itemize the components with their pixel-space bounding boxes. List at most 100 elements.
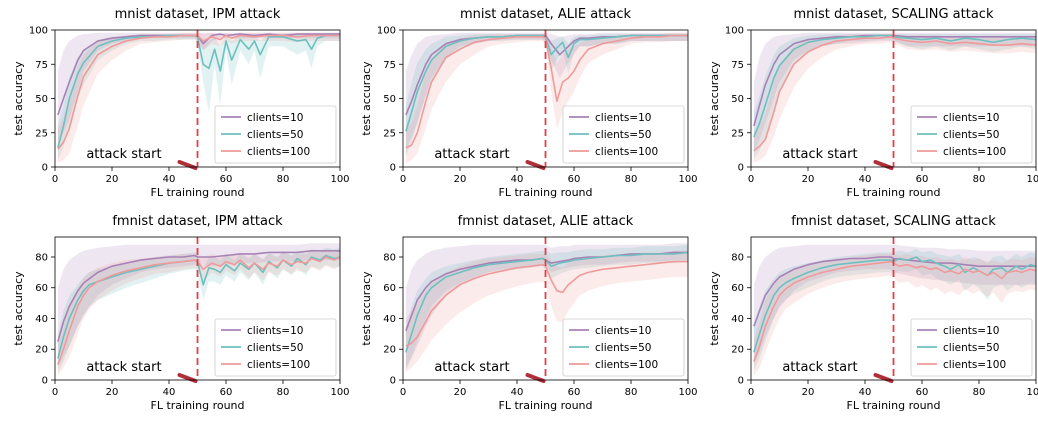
legend-entry-2: clients=50 <box>595 129 651 141</box>
y-axis-label: test accuracy <box>708 61 721 136</box>
series-band-1 <box>405 243 688 368</box>
chart-title: mnist dataset, SCALING attack <box>794 7 994 22</box>
series-band-2 <box>405 244 688 371</box>
y-tick-label: 20 <box>731 345 744 356</box>
x-tick-label: 80 <box>973 174 986 185</box>
plot-frame <box>54 236 341 381</box>
series-line-2 <box>57 34 340 148</box>
chart-panel-5: fmnist dataset, ALIE attack attack start 0… <box>360 214 698 412</box>
chart-panel-2: mnist dataset, ALIE attack attack start 0 2… <box>360 7 698 199</box>
chart-title: mnist dataset, ALIE attack <box>460 7 632 22</box>
x-tick-label: 100 <box>330 387 349 398</box>
x-tick-label: 20 <box>454 174 467 185</box>
series-line-2 <box>405 34 688 132</box>
chart-title: fmnist dataset, IPM attack <box>112 214 283 229</box>
chart-legend: clients=10 clients=50 clients=100 <box>214 105 337 164</box>
chart-panel-6: fmnist dataset, SCALING attack attack sta… <box>708 214 1038 412</box>
y-axis-label: test accuracy <box>12 271 25 346</box>
attack-start-label: attack start <box>434 360 509 375</box>
legend-entry-1: clients=10 <box>943 325 999 337</box>
series-band-1 <box>57 243 340 368</box>
y-tick-label: 80 <box>731 252 744 263</box>
legend-entry-3: clients=100 <box>247 146 310 158</box>
y-tick-label: 40 <box>383 314 396 325</box>
x-axis-label: FL training round <box>151 399 245 412</box>
x-tick-label: 0 <box>400 174 406 185</box>
attack-start-label: attack start <box>434 147 509 162</box>
y-tick-label: 20 <box>35 345 48 356</box>
chart-legend: clients=10 clients=50 clients=100 <box>562 105 685 164</box>
y-tick-label: 0 <box>42 163 48 174</box>
y-tick-label: 0 <box>738 376 744 387</box>
legend-box <box>562 105 685 164</box>
x-tick-label: 20 <box>802 174 815 185</box>
chart-legend: clients=10 clients=50 clients=100 <box>214 318 337 377</box>
series-line-1 <box>57 250 340 342</box>
x-tick-label: 40 <box>511 387 524 398</box>
y-tick-label: 25 <box>731 128 744 139</box>
chart-legend: clients=10 clients=50 clients=100 <box>910 105 1033 164</box>
y-tick-label: 60 <box>383 283 396 294</box>
x-tick-label: 100 <box>1026 387 1038 398</box>
plot-area <box>753 244 1036 376</box>
y-tick-label: 100 <box>29 26 48 37</box>
chart-title: mnist dataset, IPM attack <box>115 7 281 22</box>
legend-entry-3: clients=100 <box>595 359 658 371</box>
legend-entry-2: clients=50 <box>943 129 999 141</box>
series-band-1 <box>405 32 688 151</box>
x-tick-label: 0 <box>400 387 406 398</box>
y-tick-label: 0 <box>738 163 744 174</box>
series-band-3 <box>753 34 1036 163</box>
x-tick-label: 40 <box>511 174 524 185</box>
attack-start-label: attack start <box>782 360 857 375</box>
x-tick-label: 100 <box>1026 174 1038 185</box>
x-axis-label: FL training round <box>499 186 593 199</box>
y-tick-label: 0 <box>390 163 396 174</box>
x-tick-label: 80 <box>277 174 290 185</box>
series-band-2 <box>57 247 340 373</box>
x-tick-label: 60 <box>568 174 581 185</box>
x-tick-label: 60 <box>916 387 929 398</box>
y-tick-label: 50 <box>383 94 396 105</box>
y-axis-label: test accuracy <box>360 61 373 136</box>
legend-entry-1: clients=10 <box>595 112 651 124</box>
y-tick-label: 100 <box>377 26 396 37</box>
series-band-2 <box>57 32 340 161</box>
x-tick-label: 0 <box>748 387 754 398</box>
plot-area <box>405 243 688 373</box>
series-line-3 <box>57 256 340 365</box>
y-tick-label: 40 <box>35 314 48 325</box>
x-tick-label: 20 <box>802 387 815 398</box>
series-line-3 <box>753 35 1036 152</box>
legend-entry-3: clients=100 <box>247 359 310 371</box>
chart-panel-4: fmnist dataset, IPM attack attack start 0 2… <box>12 214 350 412</box>
series-band-3 <box>57 249 340 376</box>
y-tick-label: 80 <box>35 252 48 263</box>
y-tick-label: 80 <box>383 252 396 263</box>
legend-entry-3: clients=100 <box>943 146 1006 158</box>
y-axis-label: test accuracy <box>360 271 373 346</box>
legend-entry-1: clients=10 <box>247 325 303 337</box>
x-tick-label: 60 <box>916 174 929 185</box>
x-tick-label: 80 <box>625 387 638 398</box>
series-line-3 <box>753 260 1036 362</box>
x-tick-label: 40 <box>859 387 872 398</box>
series-band-3 <box>405 250 688 373</box>
series-line-3 <box>405 260 688 347</box>
series-line-1 <box>753 256 1036 327</box>
x-tick-label: 20 <box>454 387 467 398</box>
x-tick-label: 40 <box>859 174 872 185</box>
y-tick-label: 60 <box>731 283 744 294</box>
x-axis-label: FL training round <box>847 186 941 199</box>
plot-area <box>57 243 340 376</box>
y-tick-label: 50 <box>731 94 744 105</box>
x-tick-label: 60 <box>220 387 233 398</box>
legend-entry-1: clients=10 <box>943 112 999 124</box>
y-tick-label: 50 <box>35 94 48 105</box>
y-tick-label: 75 <box>383 60 396 71</box>
series-band-1 <box>753 244 1036 365</box>
legend-box <box>910 318 1033 377</box>
x-axis-label: FL training round <box>151 186 245 199</box>
plot-area <box>753 32 1036 163</box>
legend-box <box>562 318 685 377</box>
